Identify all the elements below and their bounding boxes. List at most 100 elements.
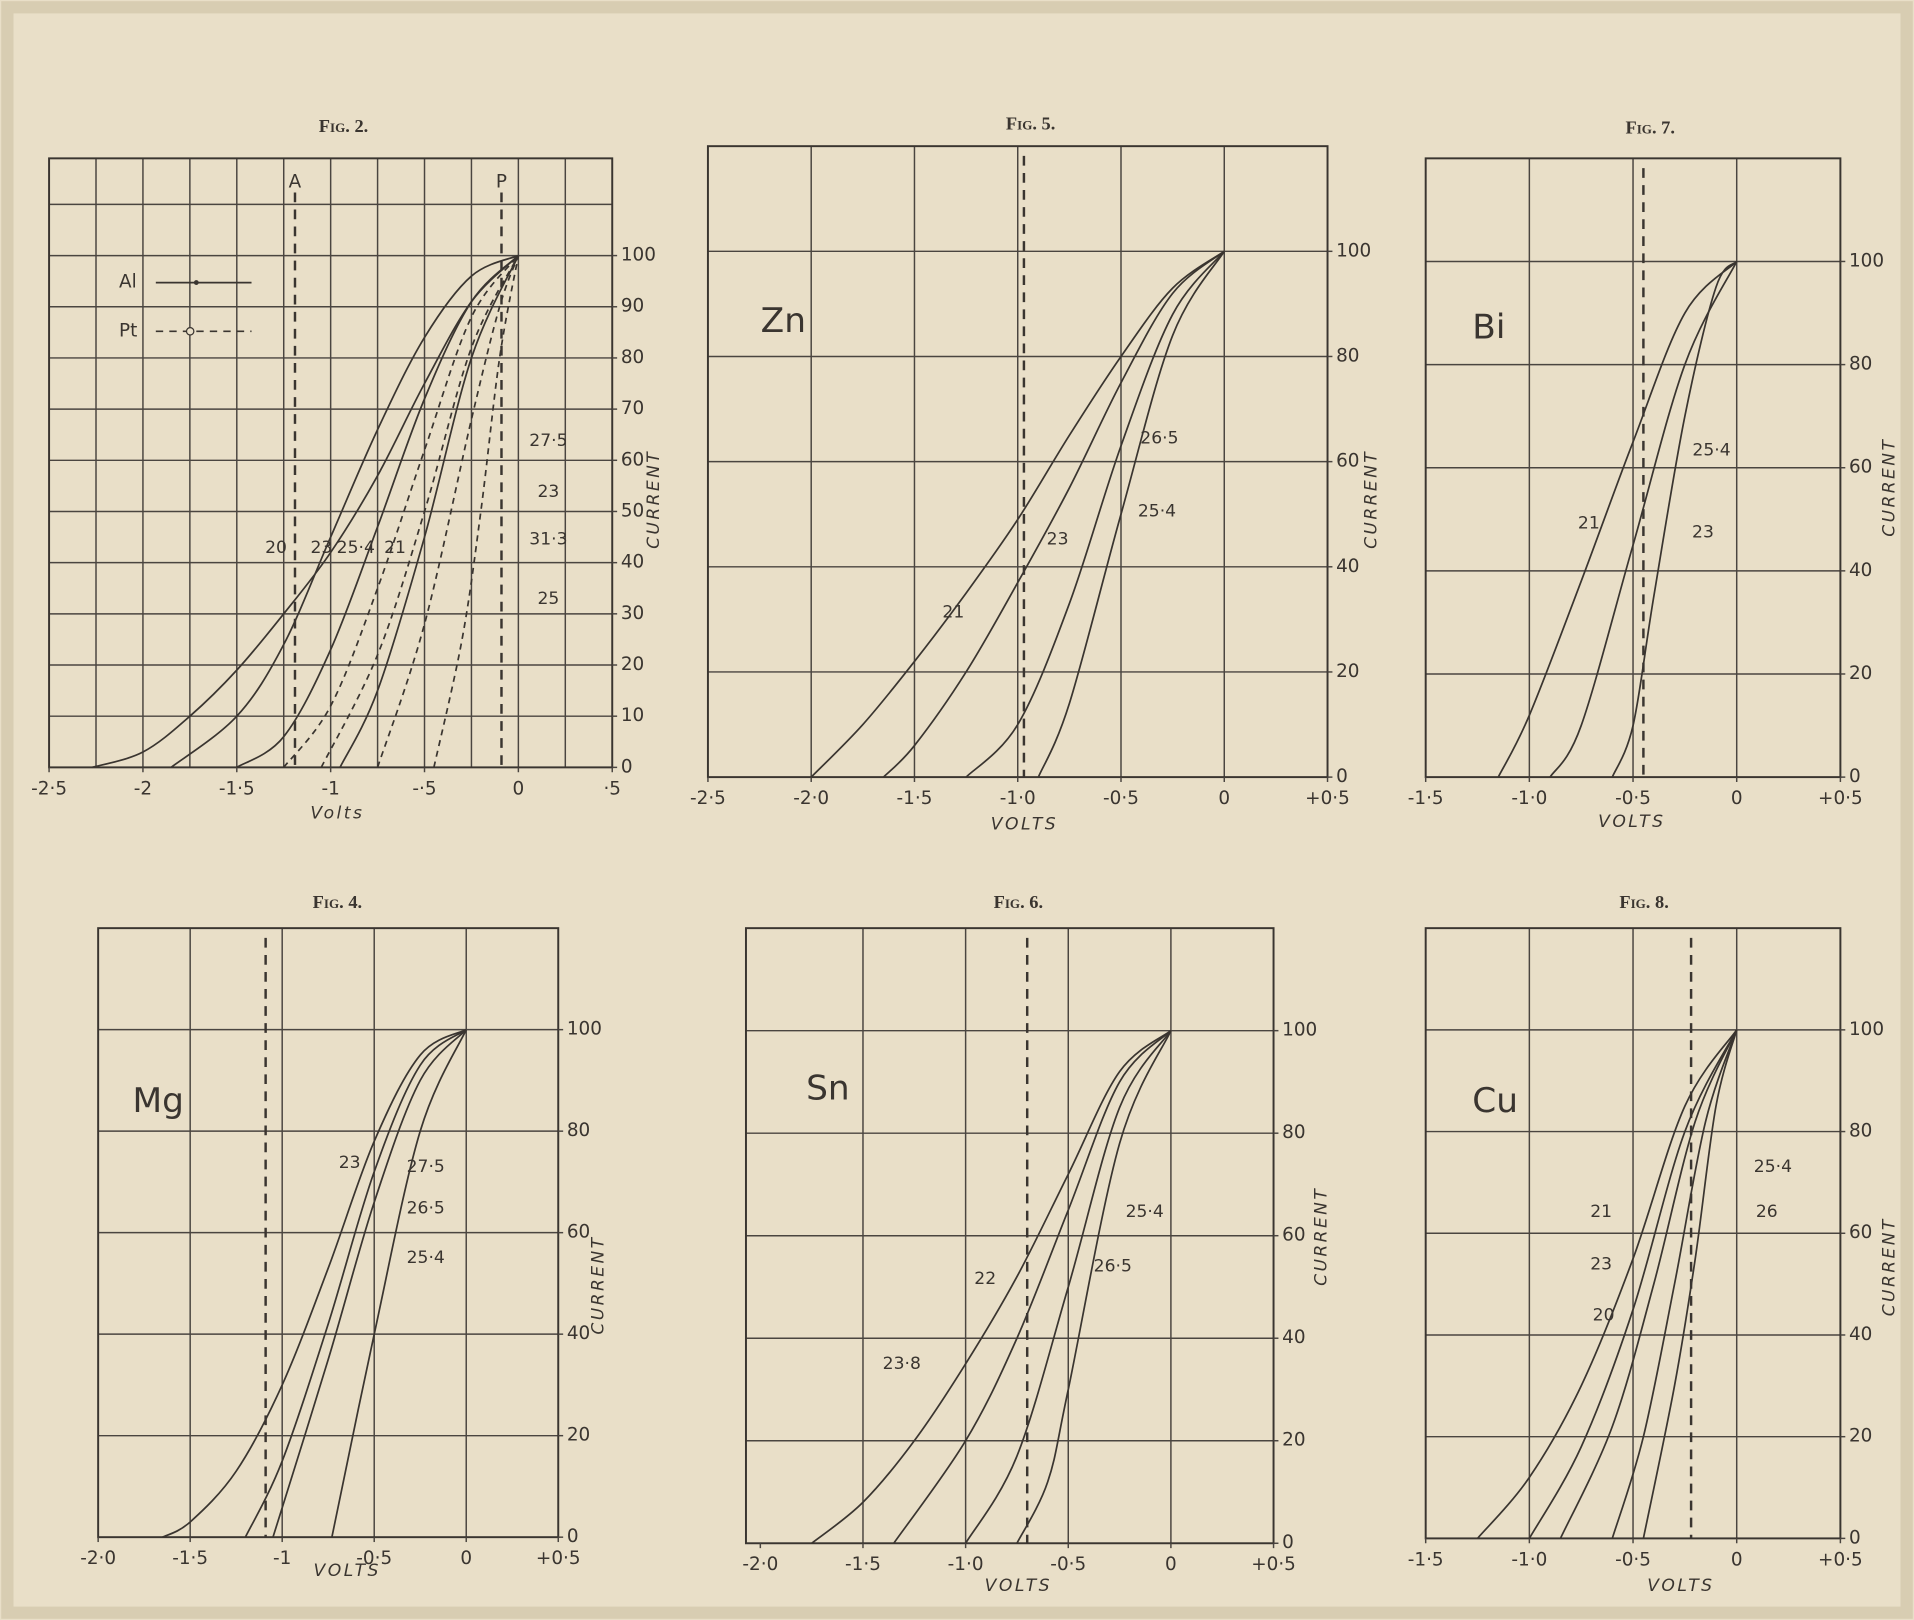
y-tick-label: 0	[567, 1526, 579, 1547]
curve	[1528, 1029, 1738, 1539]
y-tick-label: 100	[621, 245, 656, 266]
y-tick-label: 70	[621, 398, 644, 419]
curve-label: 21	[1578, 514, 1600, 534]
legend-marker	[193, 280, 199, 286]
x-tick-label: 0	[1731, 788, 1743, 809]
curve	[92, 254, 519, 769]
curve-label: 27·5	[407, 1157, 445, 1177]
y-tick-label: 40	[1849, 560, 1872, 581]
x-tick-label: -0·5	[1103, 788, 1139, 809]
x-axis-label: VOLTS	[991, 815, 1058, 835]
y-tick-label: 30	[621, 603, 644, 624]
x-tick-label: -·5	[412, 778, 436, 799]
x-tick-label: -0·5	[1615, 1549, 1651, 1570]
x-axis-label: VOLTS	[314, 1561, 381, 1581]
legend-label: Al	[119, 272, 137, 293]
y-axis-label: CURRENT	[1311, 1187, 1331, 1286]
x-axis-label: VOLTS	[985, 1576, 1052, 1596]
x-tick-label: -1·0	[948, 1554, 984, 1575]
curve-label: 25·4	[1692, 441, 1730, 461]
chart-title: Fig. 6.	[994, 892, 1043, 912]
curve-label: 23·8	[883, 1354, 921, 1374]
curve-label: 22	[974, 1269, 996, 1289]
x-tick-label: +0·5	[1818, 788, 1863, 809]
reference-label: A	[289, 172, 302, 193]
curve-label: 23	[1590, 1254, 1612, 1274]
curve	[1016, 1030, 1172, 1544]
curve	[964, 1030, 1172, 1544]
y-tick-label: 100	[1849, 251, 1884, 272]
y-tick-label: 90	[621, 296, 644, 317]
x-tick-label: -2·5	[690, 788, 726, 809]
chart-title: Fig. 4.	[313, 892, 362, 912]
y-tick-label: 60	[621, 449, 644, 470]
y-tick-label: 20	[621, 654, 644, 675]
x-tick-label: -1·0	[1511, 788, 1547, 809]
chart-title: Fig. 5.	[1006, 114, 1055, 134]
curve	[1476, 1029, 1738, 1539]
curve	[236, 254, 519, 769]
curve-label: 23	[339, 1153, 361, 1173]
curve	[170, 254, 519, 769]
x-tick-label: -1·5	[172, 1548, 208, 1569]
x-tick-label: -0·5	[1615, 788, 1651, 809]
curve-label: 20	[1593, 1306, 1615, 1326]
x-tick-label: -2	[134, 778, 152, 799]
curve-label: 20	[265, 538, 287, 558]
curve-label: 25·4	[337, 538, 375, 558]
y-tick-label: 60	[1282, 1225, 1305, 1246]
y-tick-label: 20	[567, 1425, 590, 1446]
x-tick-label: -1·5	[219, 778, 255, 799]
x-tick-label: -1	[273, 1548, 291, 1569]
curve-label: 26·5	[1140, 429, 1178, 449]
y-tick-label: 80	[1849, 354, 1872, 375]
x-axis-label: Volts	[310, 804, 364, 824]
curve-label: 25·4	[407, 1248, 445, 1268]
y-tick-label: 0	[621, 756, 633, 777]
curve	[811, 1029, 1172, 1544]
figure: -2·5 -2 -1·5 -1 -·5 0·50102030405060708090100…	[31, 116, 664, 823]
y-axis-label: CURRENT	[1879, 1217, 1899, 1316]
curve	[1642, 1029, 1738, 1539]
x-tick-label: -0·5	[1050, 1554, 1086, 1575]
curve-label: 26	[1756, 1202, 1778, 1222]
element-label: Zn	[761, 301, 806, 341]
element-label: Sn	[806, 1069, 850, 1109]
curve-label: 21	[384, 538, 406, 558]
curve-label: 23	[1692, 522, 1714, 542]
curve	[1611, 260, 1738, 778]
x-tick-label: -1·5	[1408, 788, 1444, 809]
y-tick-label: 80	[567, 1120, 590, 1141]
curve	[244, 1028, 467, 1538]
y-tick-label: 100	[1282, 1020, 1317, 1041]
x-tick-label: 0	[1165, 1554, 1177, 1575]
y-tick-label: 40	[621, 552, 644, 573]
element-label: Cu	[1472, 1081, 1518, 1121]
legend-label: Pt	[119, 320, 137, 341]
reference-label: P	[496, 172, 507, 193]
curve	[1549, 261, 1738, 778]
y-tick-label: 40	[567, 1323, 590, 1344]
y-tick-label: 100	[567, 1019, 602, 1040]
y-axis-label: CURRENT	[644, 450, 664, 549]
element-label: Mg	[133, 1081, 184, 1121]
y-tick-label: 60	[1336, 451, 1359, 472]
x-tick-label: -0·5	[356, 1548, 392, 1569]
curve-label: 25·4	[1126, 1202, 1164, 1222]
y-tick-label: 60	[1849, 1222, 1872, 1243]
x-tick-label: -2·0	[793, 788, 829, 809]
y-tick-label: 40	[1336, 556, 1359, 577]
curve	[1559, 1029, 1738, 1539]
x-tick-label: -2·0	[742, 1554, 778, 1575]
x-axis-label: VOLTS	[1598, 812, 1665, 832]
curve-label: 26·5	[1094, 1257, 1132, 1277]
x-tick-label: -1	[321, 778, 339, 799]
curve-label: 26·5	[407, 1198, 445, 1218]
y-tick-label: 0	[1282, 1532, 1294, 1553]
x-tick-label: 0	[460, 1548, 472, 1569]
curve	[965, 250, 1225, 778]
chart-title: Fig. 8.	[1619, 892, 1668, 912]
